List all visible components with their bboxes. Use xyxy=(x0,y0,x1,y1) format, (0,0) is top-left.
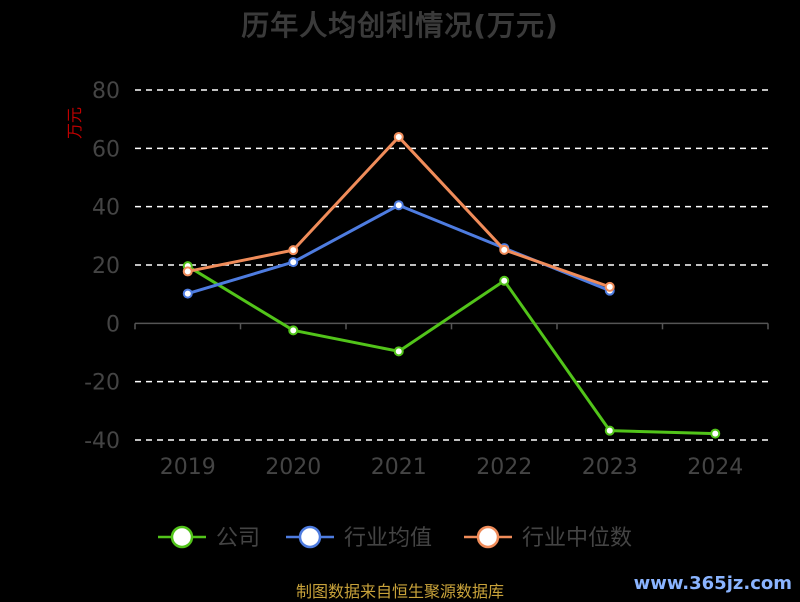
data-point xyxy=(393,346,404,357)
series-line-0 xyxy=(186,264,716,436)
y-tick-label: 0 xyxy=(106,312,120,337)
data-point xyxy=(288,257,299,268)
legend: 公司 行业均值 行业中位数 xyxy=(158,525,632,551)
data-point xyxy=(393,131,404,142)
legend-label: 行业均值 xyxy=(344,526,432,551)
legend-marker xyxy=(298,525,322,549)
series-line-2 xyxy=(187,135,611,289)
legend-label: 公司 xyxy=(216,526,260,551)
grid-lines xyxy=(135,89,768,441)
data-point xyxy=(288,325,299,336)
x-tick-label: 2024 xyxy=(687,455,743,480)
data-point xyxy=(499,244,510,255)
legend-marker xyxy=(476,525,500,549)
watermark: www.365jz.com xyxy=(633,573,792,594)
y-tick-label: 40 xyxy=(92,196,120,221)
x-tick-label: 2021 xyxy=(371,455,427,480)
y-tick-label: 80 xyxy=(92,79,120,104)
series-lines xyxy=(182,131,721,439)
y-axis-label: 万元 xyxy=(65,107,84,139)
data-point xyxy=(710,428,721,439)
series-line-1 xyxy=(187,203,611,296)
x-tick-label: 2020 xyxy=(265,455,321,480)
data-point xyxy=(499,275,510,286)
data-point xyxy=(182,266,193,277)
chart-title: 历年人均创利情况(万元) xyxy=(241,9,559,42)
y-tick-label: 60 xyxy=(92,137,120,162)
data-point xyxy=(288,245,299,256)
data-point xyxy=(182,288,193,299)
x-tick-label: 2022 xyxy=(476,455,532,480)
y-tick-label: 20 xyxy=(92,254,120,279)
y-tick-label: -20 xyxy=(84,371,120,396)
x-tick-label: 2023 xyxy=(582,455,638,480)
x-tick-label: 2019 xyxy=(160,455,216,480)
data-point xyxy=(604,425,615,436)
data-source-footer: 制图数据来自恒生聚源数据库 xyxy=(295,582,504,601)
legend-label: 行业中位数 xyxy=(522,526,632,551)
legend-marker xyxy=(170,525,194,549)
data-point xyxy=(393,200,404,211)
data-point xyxy=(604,281,615,292)
y-tick-label: -40 xyxy=(84,429,120,454)
axes: -40 -20 0 20 40 60 80 2019 2020 2021 2022 2023 2024 xyxy=(84,79,769,480)
